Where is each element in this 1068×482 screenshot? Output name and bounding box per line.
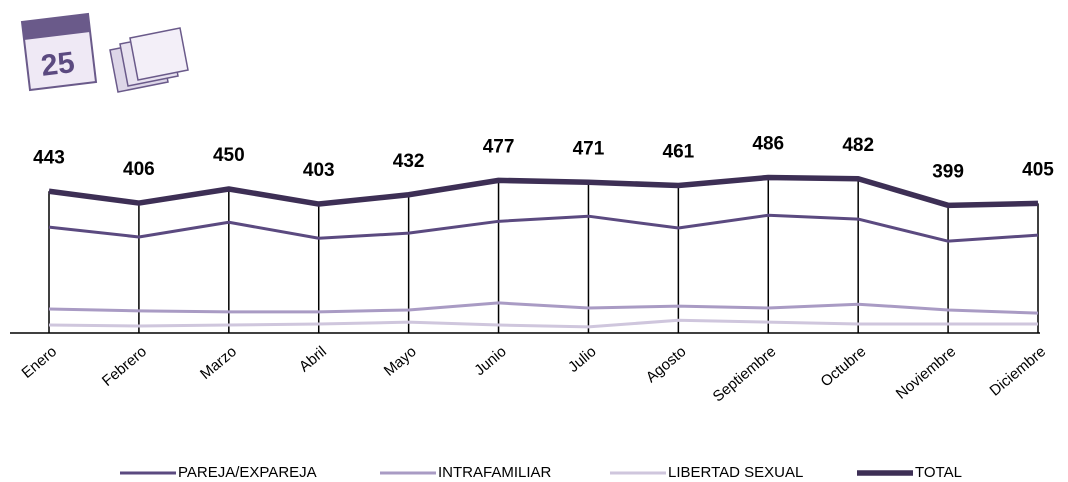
papers-icon — [129, 27, 189, 81]
icons: 25 — [20, 12, 189, 102]
data-label: 461 — [663, 141, 695, 162]
x-tick-label: Noviembre — [893, 343, 959, 403]
data-label: 443 — [33, 147, 65, 168]
data-label: 399 — [932, 161, 964, 182]
data-label: 471 — [573, 138, 605, 159]
series-line — [48, 301, 1039, 315]
x-tick-label: Diciembre — [986, 343, 1049, 399]
series-line — [48, 318, 1038, 329]
x-tick-label: Enero — [19, 343, 61, 382]
x-tick-label: Mayo — [381, 343, 420, 380]
data-label: 403 — [303, 160, 335, 181]
data-label: 477 — [483, 136, 515, 157]
legend-label: TOTAL — [915, 464, 962, 481]
x-tick-label: Marzo — [197, 343, 240, 383]
data-label: 486 — [752, 133, 784, 154]
x-tick-label: Junio — [471, 343, 509, 379]
calendar-top — [22, 14, 90, 40]
x-tick-label: Agosto — [643, 343, 690, 386]
x-tick-label: Septiembre — [710, 343, 780, 405]
data-label: 405 — [1022, 159, 1054, 180]
x-tick-label: Abril — [296, 343, 330, 375]
data-label: 482 — [842, 135, 874, 156]
legend-label: LIBERTAD SEXUAL — [668, 464, 803, 481]
data-label: 450 — [213, 145, 245, 166]
data-label: 406 — [123, 159, 155, 180]
x-tick-label: Octubre — [818, 343, 870, 390]
data-label: 432 — [393, 151, 425, 172]
calendar-day: 25 — [39, 46, 76, 83]
series-line — [48, 213, 1039, 243]
legend-label: INTRAFAMILIAR — [438, 464, 552, 481]
x-tick-label: Julio — [565, 343, 600, 376]
x-tick-label: Febrero — [99, 343, 150, 390]
legend-label: PAREJA/EXPAREJA — [178, 464, 317, 481]
series-line — [48, 174, 1039, 209]
